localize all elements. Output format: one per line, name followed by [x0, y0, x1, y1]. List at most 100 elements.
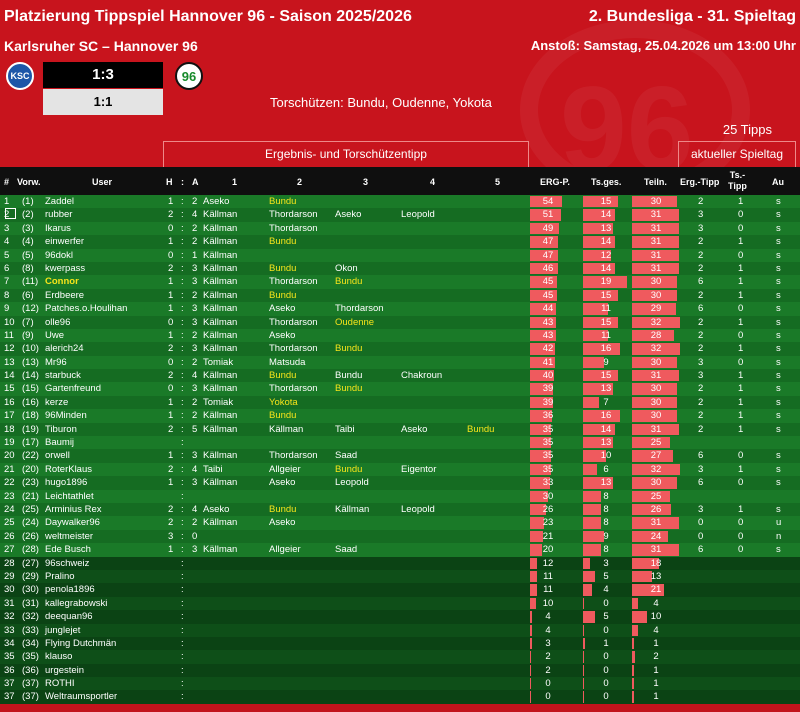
table-row[interactable]: 2 (2) rubber 2:4 Källman Thordarson Aseko Leopo… — [0, 208, 800, 222]
user-name-link[interactable]: Erdbeere — [45, 289, 85, 301]
user-name-link[interactable]: weltmeister — [45, 530, 94, 542]
participation-value: 4 — [653, 624, 659, 636]
table-row[interactable]: 22 (23) hugo1896 1:3 Källman Aseko Leopold 33 13… — [0, 476, 800, 490]
table-row[interactable]: 12 (10) alerich24 2:3 Källman Thordarson Bundu… — [0, 342, 800, 356]
table-row[interactable]: 15 (15) Gartenfreund 0:3 Källman Thordarson Bu… — [0, 382, 800, 396]
table-row[interactable]: 35 (35) klauso: 2 0 2 — [0, 650, 800, 664]
user-name-link[interactable]: Tiburon — [45, 423, 77, 435]
table-row[interactable]: 3 (3) Ikarus 0:2 Källman Thordarson 49 13 31 3 0 s — [0, 221, 800, 236]
col-erg[interactable]: ERG-P. — [540, 177, 570, 187]
user-name-link[interactable]: Weltraumsportler — [45, 691, 118, 703]
table-row[interactable]: 7 (11) Connor 1:3 Källman Thordarson Bundu 45 19… — [0, 275, 800, 289]
user-name-link[interactable]: penola1896 — [45, 584, 95, 596]
col-a[interactable]: A — [192, 177, 199, 187]
col-tsges[interactable]: Ts.ges. — [591, 177, 622, 187]
prev-rank-cell: (4) — [22, 236, 34, 248]
user-name-link[interactable]: Leichtathlet — [45, 490, 94, 502]
scorer-tip-3: Källman — [335, 503, 370, 515]
table-row[interactable]: 26 (26) weltmeister 3:0 21 9 24 0 0 n — [0, 529, 800, 544]
user-name-link[interactable]: Uwe — [45, 329, 65, 341]
user-name-link[interactable]: orwell — [45, 450, 70, 462]
table-row[interactable]: 20 (22) orwell 1:3 Källman Thordarson Saad 35 10… — [0, 449, 800, 463]
user-name-link[interactable]: Flying Dutchmän — [45, 637, 117, 649]
table-row[interactable]: 8 (6) Erdbeere 1:2 Källman Bundu 45 15 30 2 1 s — [0, 288, 800, 303]
user-name-link[interactable]: einwerfer — [45, 236, 85, 248]
table-row[interactable]: 19 (17) Baumij: 35 13 25 — [0, 436, 800, 450]
user-name-link[interactable]: alerich24 — [45, 343, 84, 355]
col-prev[interactable]: Vorw. — [17, 177, 41, 187]
table-row[interactable]: 10 (7) olle96 0:3 Källman Thordarson Oudenne 43… — [0, 315, 800, 329]
user-name-link[interactable]: rubber — [45, 209, 73, 221]
user-name-link[interactable]: Patches.o.Houlihan — [45, 303, 128, 315]
user-name-link[interactable]: Connor — [45, 276, 79, 288]
user-name-link[interactable]: RoterKlaus — [45, 463, 92, 475]
user-name-link[interactable]: kallegrabowski — [45, 597, 108, 609]
user-name-link[interactable]: Pralino — [45, 570, 75, 582]
user-name-link[interactable]: Ikarus — [45, 222, 71, 234]
user-name-link[interactable]: 96schweiz — [45, 557, 90, 569]
user-name-link[interactable]: 96dokl — [45, 249, 73, 261]
table-row[interactable]: 28 (27) 96schweiz: 12 3 18 — [0, 556, 800, 570]
table-row[interactable]: 23 (21) Leichtathlet: 30 8 25 — [0, 489, 800, 503]
table-row[interactable]: 18 (19) Tiburon 2:5 Källman Källman Taibi Aseko… — [0, 422, 800, 437]
table-row[interactable]: 31 (31) kallegrabowski: 10 0 4 — [0, 596, 800, 611]
user-name-link[interactable]: kerze — [45, 396, 69, 408]
user-name-link[interactable]: starbuck — [45, 370, 81, 382]
user-name-link[interactable]: deequan96 — [45, 611, 93, 623]
scorer-total-value: 8 — [603, 503, 609, 515]
table-row[interactable]: 32 (32) deequan96: 4 5 10 — [0, 610, 800, 624]
scorer-tip-4: Eigentor — [401, 463, 437, 475]
table-row[interactable]: 5 (5) 96dokl 0:1 Källman 47 12 31 2 0 s — [0, 248, 800, 262]
user-name-link[interactable]: Ede Busch — [45, 544, 91, 556]
col-tstipp[interactable]: Ts.- Tipp — [728, 170, 747, 191]
col-ergtipp[interactable]: Erg.-Tipp — [680, 177, 720, 187]
user-name-link[interactable]: Arminius Rex — [45, 503, 102, 515]
table-row[interactable]: 33 (33) junglejet: 4 0 4 — [0, 623, 800, 637]
user-name-link[interactable]: Gartenfreund — [45, 383, 101, 395]
table-row[interactable]: 27 (28) Ede Busch 1:3 Källman Allgeier Saad 20 8… — [0, 543, 800, 557]
table-row[interactable]: 13 (13) Mr96 0:2 Tomiak Matsuda 41 9 30 3 0 s — [0, 355, 800, 370]
table-row[interactable]: 37 (37) Weltraumsportler: 0 0 1 — [0, 690, 800, 704]
rank-cell: 23 — [4, 490, 15, 502]
table-row[interactable]: 34 (34) Flying Dutchmän: 3 1 1 — [0, 636, 800, 651]
table-row[interactable]: 14 (14) starbuck 2:4 Källman Bundu Bundu Chakro… — [0, 369, 800, 383]
table-row[interactable]: 4 (4) einwerfer 1:2 Källman Bundu 47 14 31 2 1 s — [0, 235, 800, 249]
table-row[interactable]: 36 (36) urgestein: 2 0 1 — [0, 663, 800, 678]
table-row[interactable]: 21 (20) RoterKlaus 2:4 Taibi Allgeier Bundu Eig… — [0, 462, 800, 477]
col-teiln[interactable]: Teiln. — [644, 177, 667, 187]
col-h[interactable]: H — [166, 177, 173, 187]
user-name-link[interactable]: olle96 — [45, 316, 71, 328]
col-rank[interactable]: # — [4, 177, 10, 187]
user-name-link[interactable]: Mr96 — [45, 356, 67, 368]
user-name-link[interactable]: Baumij — [45, 437, 75, 449]
user-name-link[interactable]: klauso — [45, 651, 73, 663]
table-row[interactable]: 17 (18) 96Minden 1:2 Källman Bundu 36 16 30 2 1 s — [0, 409, 800, 423]
table-row[interactable]: 25 (24) Daywalker96 2:2 Källman Aseko 23 8 31 0 0 u — [0, 516, 800, 530]
table-row[interactable]: 29 (29) Pralino: 11 5 13 — [0, 569, 800, 584]
table-row[interactable]: 30 (30) penola1896: 11 4 21 — [0, 583, 800, 597]
table-row[interactable]: 9 (12) Patches.o.Houlihan 1:3 Källman Aseko Th… — [0, 302, 800, 316]
table-row[interactable]: 11 (9) Uwe 1:2 Källman Aseko 43 11 28 2 0 s — [0, 328, 800, 343]
table-row[interactable]: 24 (25) Arminius Rex 2:4 Aseko Bundu Källman Le… — [0, 502, 800, 517]
table-row[interactable]: 6 (8) kwerpass 2:3 Källman Bundu Okon 46 14 31 2 1 s — [0, 261, 800, 276]
participation-value: 31 — [650, 517, 662, 529]
user-name-link[interactable]: Daywalker96 — [45, 517, 100, 529]
col-user[interactable]: User — [92, 177, 113, 187]
scorer-total-bar — [583, 450, 606, 462]
user-name-link[interactable]: hugo1896 — [45, 477, 88, 489]
user-name-link[interactable]: junglejet — [45, 624, 81, 636]
user-name-link[interactable]: ROTHI — [45, 678, 75, 690]
scorer-total-bar — [583, 343, 620, 355]
user-name-link[interactable]: 96Minden — [45, 410, 87, 422]
user-name-link[interactable]: Zaddel — [45, 196, 75, 207]
table-row[interactable]: 16 (16) kerze 1:2 Tomiak Yokota 39 7 30 2 1 s — [0, 395, 800, 410]
participation-value: 1 — [653, 637, 659, 649]
table-row[interactable]: 37 (37) ROTHI: 0 0 1 — [0, 677, 800, 691]
col-au[interactable]: Au — [772, 177, 784, 187]
ts-tipp-cell: 1 — [738, 262, 744, 274]
user-name-link[interactable]: urgestein — [45, 664, 85, 676]
user-name-link[interactable]: kwerpass — [45, 262, 86, 274]
au-cell: s — [776, 276, 781, 288]
hannover96-logo: 96 — [175, 62, 203, 90]
table-row[interactable]: 1 (1) Zaddel 1:2 Aseko Bundu 54 15 30 2 1 s — [0, 195, 800, 209]
